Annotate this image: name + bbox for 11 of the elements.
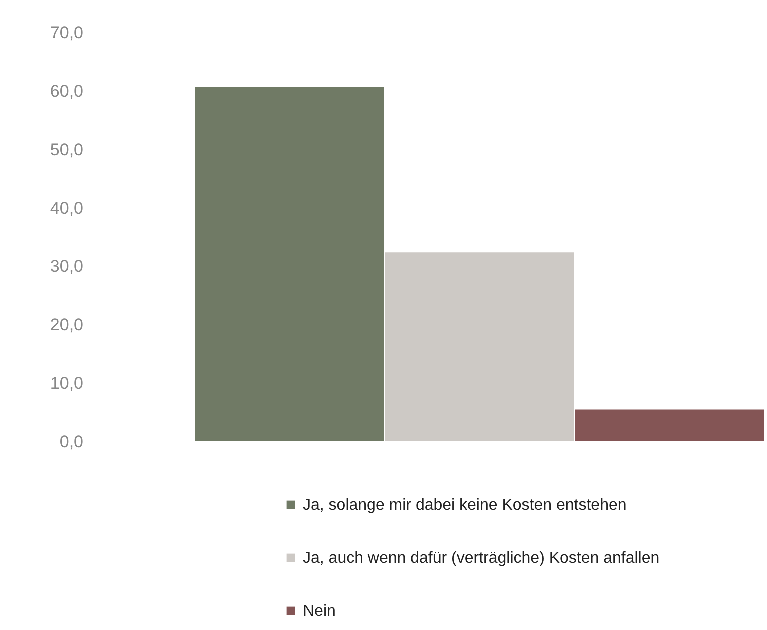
y-tick-label: 50,0 <box>50 140 84 160</box>
y-tick-label: 20,0 <box>50 316 84 335</box>
y-tick-label: 10,0 <box>50 374 84 394</box>
y-tick-label: 70,0 <box>50 24 84 42</box>
y-tick-label: 40,0 <box>50 198 84 218</box>
legend-label: Ja, solange mir dabei keine Kosten entstehen <box>303 497 627 514</box>
y-tick-label: 30,0 <box>50 257 84 276</box>
legend-label: Ja, auch wenn dafür (verträgliche) Kosten anfallen <box>303 550 660 567</box>
y-tick-label: 0,0 <box>60 432 84 452</box>
legend-label: Nein <box>303 603 336 620</box>
y-tick-label: 60,0 <box>50 82 84 101</box>
